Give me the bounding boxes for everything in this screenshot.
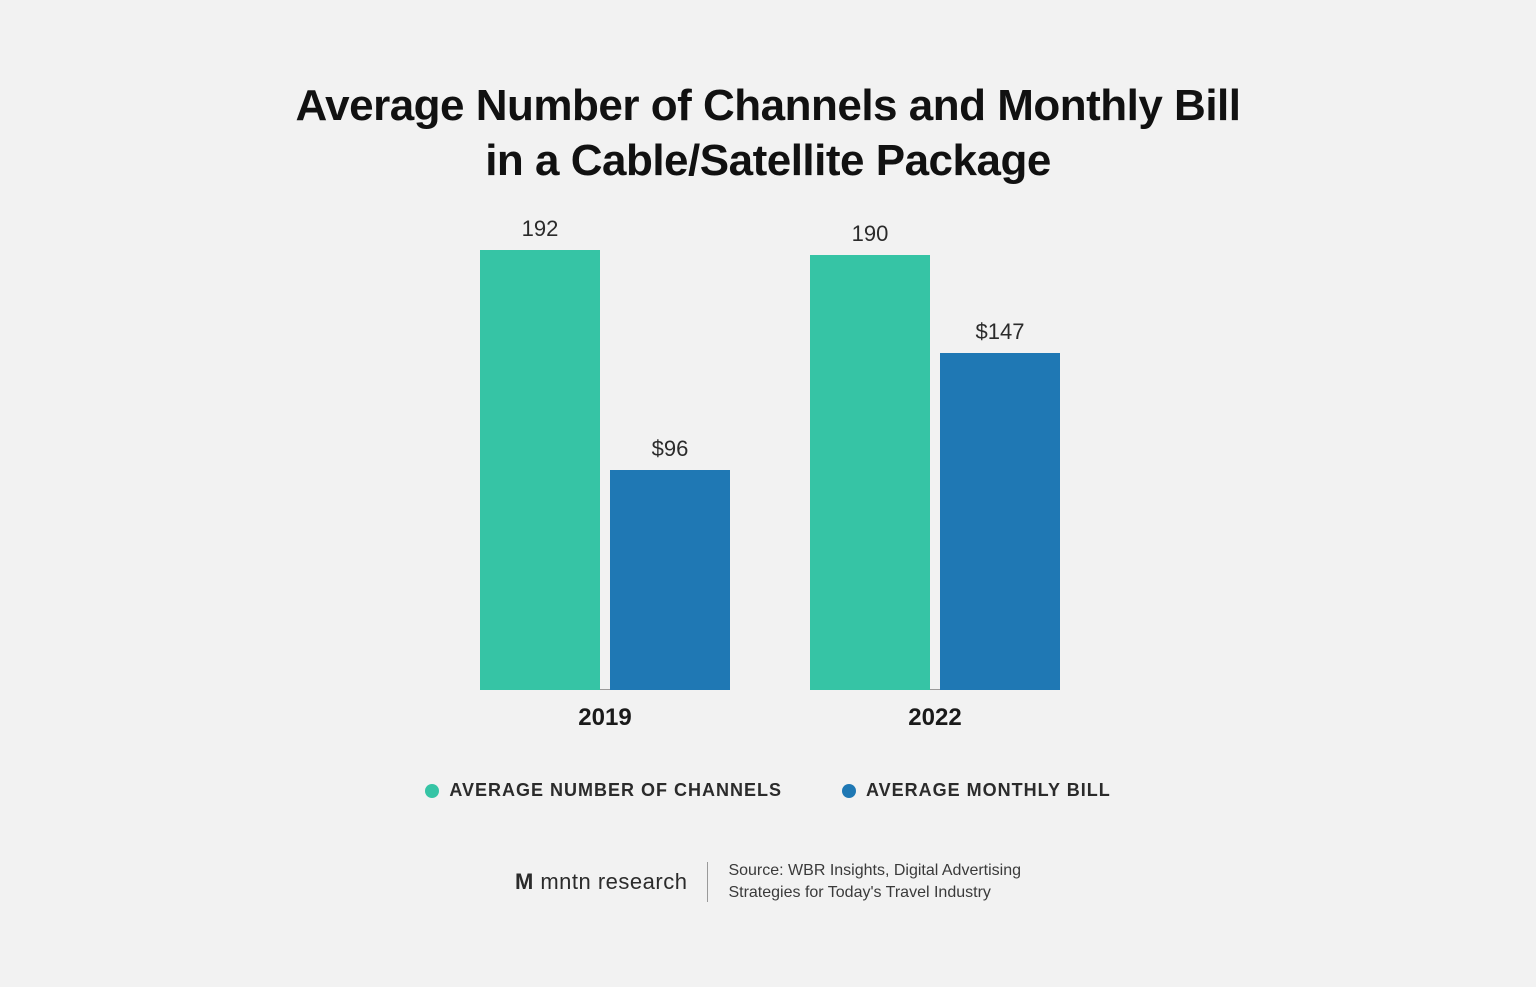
brand-text-bold: mntn: [540, 869, 591, 894]
legend-label: AVERAGE MONTHLY BILL: [866, 780, 1111, 801]
x-axis-label: 2019: [480, 704, 730, 732]
brand-name: mntn research: [540, 869, 687, 895]
legend-swatch: [842, 784, 856, 798]
brand-text-light: research: [598, 869, 688, 894]
bar-value-label: 192: [480, 216, 600, 242]
legend: AVERAGE NUMBER OF CHANNELS AVERAGE MONTHL…: [0, 780, 1536, 801]
brand-logo-icon: M: [515, 869, 532, 895]
chart-title: Average Number of Channels and Monthly B…: [0, 78, 1536, 188]
source-line2: Strategies for Today's Travel Industry: [728, 882, 1021, 904]
brand: M mntn research: [515, 869, 687, 895]
chart-title-line2: in a Cable/Satellite Package: [0, 133, 1536, 188]
bar-bill: $147: [940, 353, 1060, 690]
source-line1: Source: WBR Insights, Digital Advertisin…: [728, 860, 1021, 882]
bar-bill: $96: [610, 470, 730, 690]
bar-channels: 190: [810, 255, 930, 690]
x-axis-label: 2022: [810, 704, 1060, 732]
bar-value-label: $96: [610, 436, 730, 462]
source-text: Source: WBR Insights, Digital Advertisin…: [728, 860, 1021, 903]
footer: M mntn research Source: WBR Insights, Di…: [0, 860, 1536, 903]
footer-divider: [707, 862, 708, 902]
legend-label: AVERAGE NUMBER OF CHANNELS: [449, 780, 782, 801]
legend-item: AVERAGE MONTHLY BILL: [842, 780, 1111, 801]
legend-swatch: [425, 784, 439, 798]
bar-value-label: $147: [940, 319, 1060, 345]
legend-item: AVERAGE NUMBER OF CHANNELS: [425, 780, 782, 801]
bar-value-label: 190: [810, 221, 930, 247]
plot-area: 192$962019 190$1472022: [410, 250, 1130, 690]
bar-group: 192$962019: [480, 250, 730, 690]
bar-channels: 192: [480, 250, 600, 690]
bar-group: 190$1472022: [810, 250, 1060, 690]
chart-title-line1: Average Number of Channels and Monthly B…: [0, 78, 1536, 133]
